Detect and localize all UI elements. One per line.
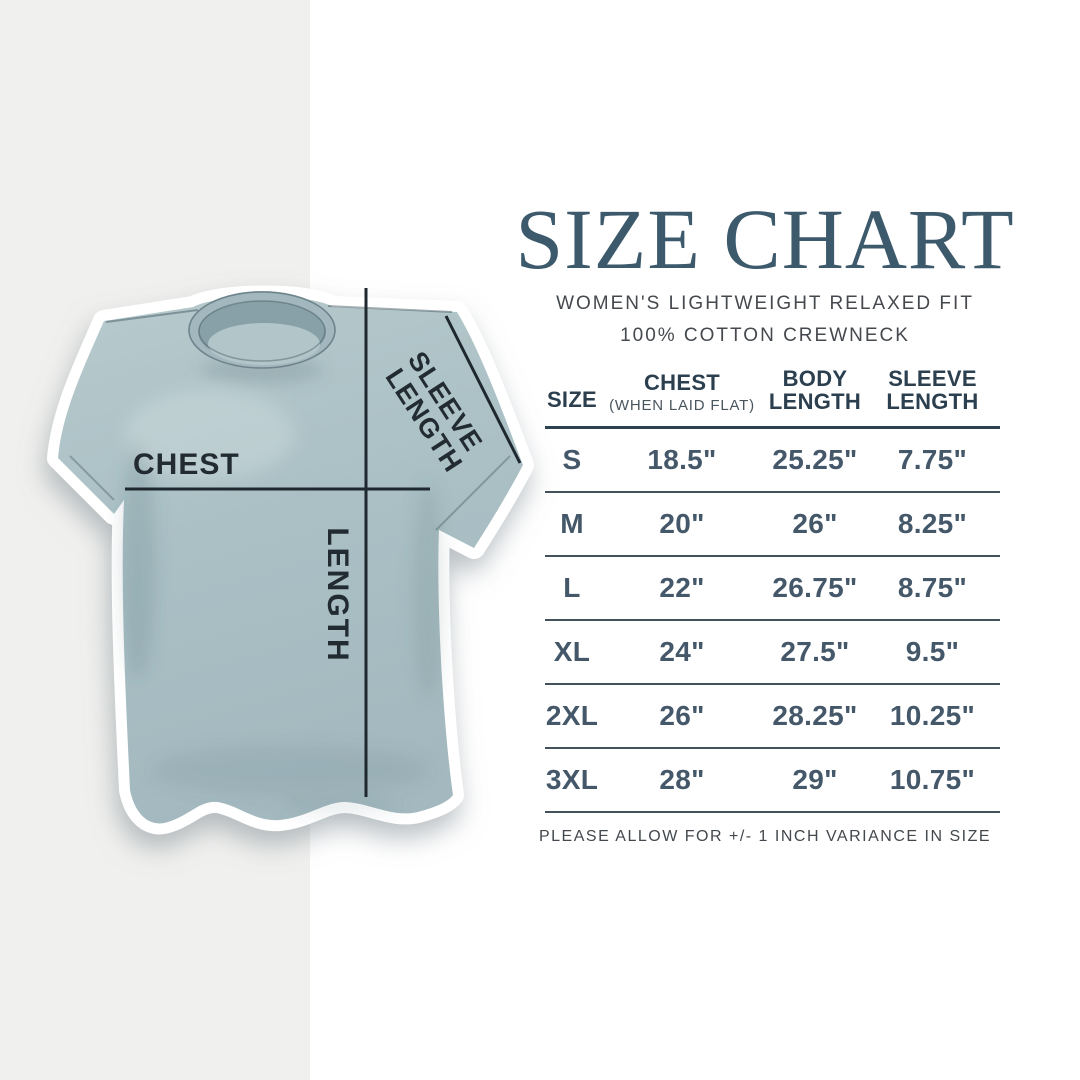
sleeve-measure-line <box>444 315 522 464</box>
body-length-cell: 28.25" <box>772 700 858 731</box>
size-table: SIZE CHEST (WHEN LAID FLAT) BODY LENGTH … <box>545 358 1000 813</box>
collar <box>188 291 336 369</box>
tshirt-diagram: CHEST LENGTH SLEEVE LENGTH <box>47 285 534 835</box>
chest-header-note: (WHEN LAID FLAT) <box>609 396 755 414</box>
sleeve-length-cell: 10.75" <box>889 764 976 795</box>
table-body: S 18.5" 25.25" 7.75" M 20" 26" 8.25" L 2… <box>545 429 1000 813</box>
subtitle-line2: 100% COTTON CREWNECK <box>620 325 910 346</box>
table-header-row: SIZE CHEST (WHEN LAID FLAT) BODY LENGTH … <box>545 358 1000 429</box>
body-length-cell: 29" <box>792 764 838 795</box>
size-cell: XL <box>553 636 591 667</box>
table-row: S 18.5" 25.25" 7.75" <box>545 429 1000 493</box>
body-length-cell: 25.25" <box>772 444 858 475</box>
column-header-body-length: BODY LENGTH <box>765 365 865 427</box>
size-cell: M <box>560 508 584 539</box>
chest-cell: 28" <box>659 764 705 795</box>
subtitle-line1: WOMEN'S LIGHTWEIGHT RELAXED FIT <box>556 293 974 314</box>
sleeve-length-cell: 9.5" <box>905 636 960 667</box>
page-title: SIZE CHART <box>515 191 1015 287</box>
sleeve-length-cell: 7.75" <box>897 444 968 475</box>
sleeve-header-line1: SLEEVE <box>888 365 977 391</box>
column-header-sleeve-length: SLEEVE LENGTH <box>865 365 1000 427</box>
chest-header-text: CHEST <box>643 370 721 396</box>
body-length-cell: 27.5" <box>780 636 850 667</box>
size-cell: S <box>562 444 582 475</box>
variance-note: PLEASE ALLOW FOR +/- 1 INCH VARIANCE IN … <box>538 828 992 845</box>
tshirt-illustration <box>47 285 534 835</box>
chest-cell: 20" <box>659 508 705 539</box>
chest-cell: 22" <box>659 572 705 603</box>
table-row: M 20" 26" 8.25" <box>545 493 1000 557</box>
column-header-chest: CHEST (WHEN LAID FLAT) <box>599 371 765 426</box>
sleeve-header-line2: LENGTH <box>886 389 979 415</box>
column-header-size: SIZE <box>546 387 598 413</box>
chest-label: CHEST <box>133 448 240 481</box>
sleeve-length-cell: 10.25" <box>889 700 976 731</box>
size-cell: L <box>563 572 581 603</box>
length-label: LENGTH <box>321 527 354 662</box>
table-row: XL 24" 27.5" 9.5" <box>545 621 1000 685</box>
body-length-cell: 26.75" <box>772 572 858 603</box>
body-length-cell: 26" <box>792 508 838 539</box>
table-row: 2XL 26" 28.25" 10.25" <box>545 685 1000 749</box>
chest-cell: 24" <box>659 636 705 667</box>
body-header-line1: BODY <box>782 365 848 391</box>
size-cell: 3XL <box>545 764 599 795</box>
chest-cell: 26" <box>659 700 705 731</box>
table-row: L 22" 26.75" 8.75" <box>545 557 1000 621</box>
sleeve-length-cell: 8.25" <box>897 508 968 539</box>
chest-cell: 18.5" <box>647 444 717 475</box>
sleeve-length-cell: 8.75" <box>897 572 968 603</box>
table-row: 3XL 28" 29" 10.75" <box>545 749 1000 813</box>
body-header-line2: LENGTH <box>768 389 862 415</box>
size-cell: 2XL <box>545 700 599 731</box>
